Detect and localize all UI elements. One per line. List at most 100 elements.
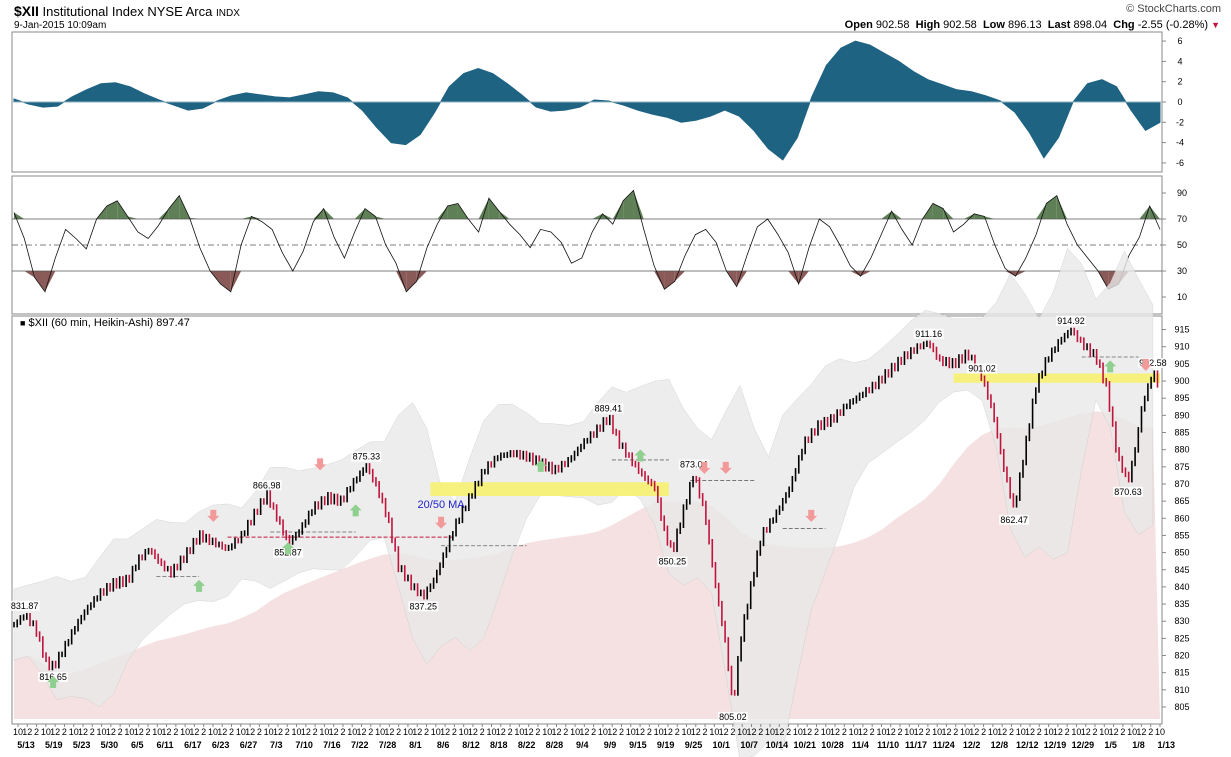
price-label-bg bbox=[351, 451, 382, 462]
x-hour-label: 10 bbox=[1099, 727, 1109, 737]
sell-arrow-icon bbox=[1139, 358, 1152, 371]
rsi-overbought-fill bbox=[437, 206, 448, 219]
price-label: 862.47 bbox=[1000, 515, 1028, 525]
x-hour-label: 2 bbox=[313, 727, 318, 737]
x-hour-label: 2 bbox=[1148, 727, 1153, 737]
x-hour-label: 2 bbox=[898, 727, 903, 737]
x-date-label: 5/19 bbox=[45, 740, 63, 750]
price-tick-label: 840 bbox=[1174, 582, 1189, 592]
price-tick-label: 865 bbox=[1174, 496, 1189, 506]
price-tick-label: 850 bbox=[1174, 548, 1189, 558]
x-hour-label: 2 bbox=[730, 727, 735, 737]
price-label: 805.02 bbox=[719, 712, 747, 722]
price-label: 866.98 bbox=[253, 480, 281, 490]
price-label-bg bbox=[408, 601, 439, 612]
macd-tick-label: -4 bbox=[1176, 138, 1184, 148]
x-hour-label: 2 bbox=[925, 727, 930, 737]
price-label-bg bbox=[593, 403, 624, 414]
x-hour-label: 12 bbox=[301, 727, 311, 737]
x-date-label: 1/13 bbox=[1158, 740, 1176, 750]
x-hour-label: 2 bbox=[424, 727, 429, 737]
x-hour-label: 12 bbox=[635, 727, 645, 737]
price-label-bg bbox=[678, 459, 709, 470]
x-hour-label: 10 bbox=[97, 727, 107, 737]
x-hour-label: 12 bbox=[579, 727, 589, 737]
x-hour-label: 12 bbox=[22, 727, 32, 737]
macd-tick-label: -2 bbox=[1176, 117, 1184, 127]
x-hour-label: 12 bbox=[607, 727, 617, 737]
resistance-highlight-zone bbox=[953, 373, 1160, 383]
price-label: 902.58 bbox=[1139, 358, 1167, 368]
x-hour-label: 10 bbox=[1155, 727, 1165, 737]
price-label-bg bbox=[913, 328, 944, 339]
rsi-oversold-fill bbox=[220, 271, 231, 292]
x-date-label: 7/22 bbox=[351, 740, 369, 750]
rsi-overbought-fill bbox=[984, 216, 995, 219]
x-date-label: 8/22 bbox=[518, 740, 536, 750]
x-hour-label: 12 bbox=[941, 727, 951, 737]
x-date-label: 11/4 bbox=[852, 740, 869, 750]
x-hour-label: 10 bbox=[347, 727, 357, 737]
price-label-bg bbox=[999, 514, 1030, 525]
price-label-bg bbox=[657, 556, 688, 567]
price-panel-title: $XII (60 min, Heikin-Ashi) 897.47 bbox=[28, 317, 190, 329]
rsi-oversold-fill bbox=[850, 271, 861, 277]
x-hour-label: 2 bbox=[870, 727, 875, 737]
x-date-label: 10/28 bbox=[821, 740, 844, 750]
x-date-label: 9/25 bbox=[685, 740, 703, 750]
low-label: Low bbox=[982, 19, 1005, 31]
rsi-line bbox=[13, 189, 1161, 293]
chart-title: $XII Institutional Index NYSE Arca INDX bbox=[14, 4, 240, 21]
x-hour-label: 10 bbox=[988, 727, 998, 737]
x-hour-label: 2 bbox=[1065, 727, 1070, 737]
x-date-label: 8/28 bbox=[546, 740, 564, 750]
price-label-bg bbox=[967, 363, 998, 374]
rsi-overbought-fill bbox=[943, 208, 954, 219]
x-date-label: 6/17 bbox=[184, 740, 202, 750]
x-hour-label: 10 bbox=[236, 727, 246, 737]
x-hour-label: 10 bbox=[876, 727, 886, 737]
x-date-label: 10/7 bbox=[740, 740, 758, 750]
x-hour-label: 10 bbox=[319, 727, 329, 737]
x-hour-label: 10 bbox=[598, 727, 608, 737]
x-hour-label: 12 bbox=[1081, 727, 1091, 737]
x-hour-label: 2 bbox=[786, 727, 791, 737]
x-date-label: 12/8 bbox=[991, 740, 1009, 750]
x-hour-label: 10 bbox=[459, 727, 469, 737]
x-hour-label: 10 bbox=[403, 727, 413, 737]
price-tick-label: 820 bbox=[1174, 651, 1189, 661]
x-hour-label: 12 bbox=[134, 727, 144, 737]
x-date-label: 8/1 bbox=[409, 740, 422, 750]
x-date-label: 12/29 bbox=[1072, 740, 1095, 750]
x-hour-label: 10 bbox=[765, 727, 775, 737]
sell-arrow-icon bbox=[805, 509, 818, 522]
x-hour-label: 12 bbox=[1136, 727, 1146, 737]
x-date-label: 7/28 bbox=[379, 740, 397, 750]
x-hour-label: 12 bbox=[468, 727, 478, 737]
x-date-label: 5/23 bbox=[73, 740, 91, 750]
x-date-label: 12/2 bbox=[963, 740, 981, 750]
rsi-overbought-fill bbox=[932, 203, 944, 219]
x-hour-label: 12 bbox=[162, 727, 172, 737]
rsi-overbought-fill bbox=[106, 200, 118, 219]
rsi-overbought-fill bbox=[375, 216, 386, 219]
price-tick-label: 805 bbox=[1174, 702, 1189, 712]
x-hour-label: 2 bbox=[118, 727, 123, 737]
x-date-label: 7/3 bbox=[270, 740, 283, 750]
x-date-label: 6/5 bbox=[131, 740, 144, 750]
chg-value: -2.55 (-0.28%) bbox=[1137, 19, 1209, 31]
price-tick-label: 830 bbox=[1174, 616, 1189, 626]
x-hour-label: 2 bbox=[173, 727, 178, 737]
price-label: 873.04 bbox=[680, 460, 708, 470]
x-hour-label: 2 bbox=[647, 727, 652, 737]
price-label: 850.25 bbox=[659, 557, 687, 567]
price-label-bg bbox=[717, 711, 748, 722]
x-hour-label: 10 bbox=[932, 727, 942, 737]
x-hour-label: 2 bbox=[257, 727, 262, 737]
x-date-label: 6/27 bbox=[240, 740, 258, 750]
x-hour-label: 2 bbox=[563, 727, 568, 737]
rsi-oversold-fill bbox=[654, 271, 665, 290]
price-label: 837.25 bbox=[410, 601, 438, 611]
x-hour-label: 12 bbox=[440, 727, 450, 737]
brand-watermark: © StockCharts.com bbox=[1126, 3, 1221, 15]
